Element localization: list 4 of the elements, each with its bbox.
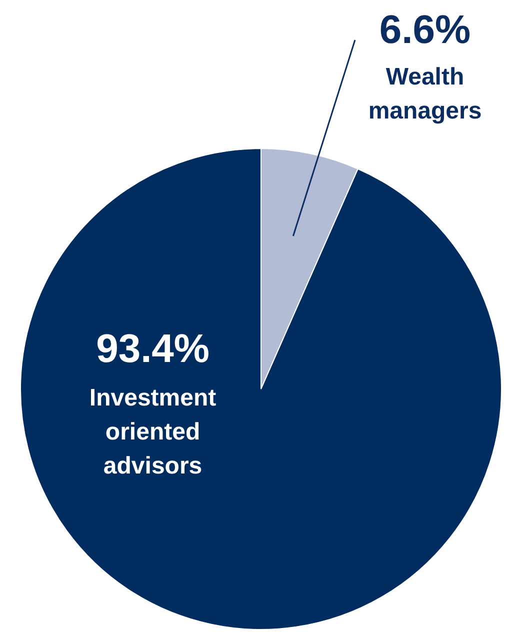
slice-label: Investment oriented advisors: [89, 384, 216, 480]
data-label: 93.4%: [96, 327, 210, 372]
data-label: 6.6%: [379, 8, 471, 52]
slice-label: Wealth managers: [368, 64, 482, 125]
